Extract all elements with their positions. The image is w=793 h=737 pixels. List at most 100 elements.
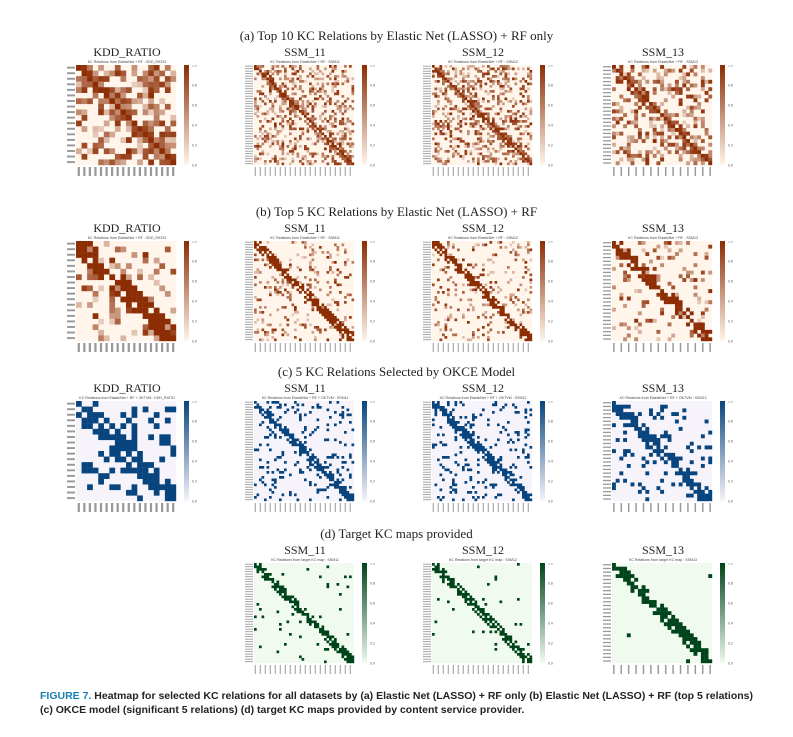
heatmap-cell <box>482 496 485 499</box>
heatmap-cell <box>299 67 302 71</box>
heatmap-cell <box>279 95 282 98</box>
heatmap-cell <box>346 658 350 661</box>
row-tick-label <box>603 99 611 101</box>
heatmap-cell <box>697 497 702 502</box>
heatmap-cell <box>114 159 121 166</box>
heatmap-cell <box>509 278 513 282</box>
heatmap-cell <box>452 426 455 429</box>
heatmap-cell <box>301 448 305 452</box>
heatmap-cell <box>447 418 450 422</box>
heatmap-cell <box>334 281 337 284</box>
col-tick-label <box>339 167 341 176</box>
heatmap-cell <box>454 70 458 73</box>
heatmap-cell <box>671 292 676 297</box>
heatmap-cell <box>652 449 657 454</box>
heatmap-cell <box>314 466 317 469</box>
heatmap-cell <box>148 76 154 82</box>
heatmap-cell <box>697 94 702 99</box>
heatmap-cell <box>148 329 154 336</box>
row-tick-label <box>423 281 431 283</box>
col-tick-label <box>116 343 119 352</box>
heatmap-cell <box>482 456 485 459</box>
heatmap-cell <box>497 135 500 138</box>
heatmap-cell <box>131 484 138 491</box>
heatmap-cell <box>437 87 440 91</box>
heatmap-cell <box>309 411 312 414</box>
heatmap-cell <box>346 585 350 589</box>
heatmap-cell <box>472 333 475 337</box>
heatmap-cell <box>120 439 127 446</box>
heatmap-cell <box>454 401 458 404</box>
heatmap-cell <box>645 105 650 110</box>
heatmap-cell <box>492 271 495 274</box>
heatmap-cell <box>329 72 332 76</box>
heatmap-cell <box>682 146 687 151</box>
heatmap-cell <box>304 243 307 247</box>
heatmap-cell <box>507 476 510 479</box>
heatmap-cell <box>299 451 302 454</box>
heatmap-cell <box>306 613 310 616</box>
heatmap-cell <box>514 117 518 121</box>
heatmap-cell <box>336 100 340 103</box>
row-tick-label <box>245 436 253 438</box>
heatmap-cell <box>667 611 672 616</box>
heatmap-cell <box>296 605 300 609</box>
heatmap-cell <box>489 281 493 284</box>
heatmap-panel: KDD_RATIO KC Relations from ElasticNet +… <box>62 221 212 352</box>
heatmap-cell <box>269 266 272 269</box>
heatmap-cell <box>615 574 620 579</box>
heatmap-cell <box>502 311 505 314</box>
heatmap-cell <box>87 467 93 474</box>
heatmap-cell <box>87 81 93 88</box>
heatmap-cell <box>92 87 99 93</box>
heatmap-cell <box>522 152 525 156</box>
heatmap-cell <box>439 246 443 249</box>
row-tick-label <box>603 256 611 259</box>
heatmap-cell <box>656 611 661 616</box>
heatmap-cell <box>459 263 463 267</box>
heatmap-cell <box>344 658 347 661</box>
heatmap-cell <box>314 336 317 339</box>
heatmap-cell <box>634 116 639 121</box>
heatmap-cell <box>336 132 340 136</box>
heatmap-cell <box>686 493 690 498</box>
heatmap-cell <box>351 90 355 93</box>
heatmap-cell <box>509 117 513 121</box>
heatmap-cell <box>291 107 295 111</box>
heatmap-cell <box>289 633 292 636</box>
heatmap-cell <box>449 87 453 91</box>
heatmap-cell <box>289 598 292 601</box>
heatmap-cell <box>641 434 646 439</box>
heatmap-cell <box>321 630 325 634</box>
heatmap-cell <box>499 308 503 312</box>
row-tick-label <box>423 476 431 478</box>
panel-subtitle: KC Relations from ElasticNet + RF : SSM1… <box>447 60 518 64</box>
heatmap-cell <box>319 630 322 634</box>
row-tick-label <box>67 281 75 284</box>
row-tick-label <box>603 305 611 307</box>
row-tick-label <box>423 441 431 443</box>
heatmap-cell <box>309 461 312 464</box>
heatmap-cell <box>502 120 505 123</box>
heatmap-cell <box>87 76 93 82</box>
heatmap-cell <box>494 630 498 634</box>
heatmap-cell <box>612 68 616 73</box>
heatmap-cell <box>524 456 528 459</box>
heatmap-cell <box>331 145 335 148</box>
row-tick-label <box>245 593 253 595</box>
heatmap-cell <box>109 274 116 281</box>
heatmap-cell <box>645 441 650 446</box>
heatmap-cell <box>259 563 262 566</box>
heatmap-cell <box>329 483 332 487</box>
col-tick-label <box>122 167 125 176</box>
heatmap-cell <box>527 243 530 247</box>
heatmap-cell <box>259 311 262 314</box>
heatmap-cell <box>645 131 650 136</box>
heatmap-cell <box>114 263 121 269</box>
heatmap-cell <box>504 318 508 322</box>
row-tick-label <box>603 271 611 274</box>
heatmap-cell <box>346 493 350 497</box>
heatmap-cell <box>524 338 528 342</box>
heatmap-cell <box>612 102 616 106</box>
heatmap-cell <box>494 643 498 646</box>
